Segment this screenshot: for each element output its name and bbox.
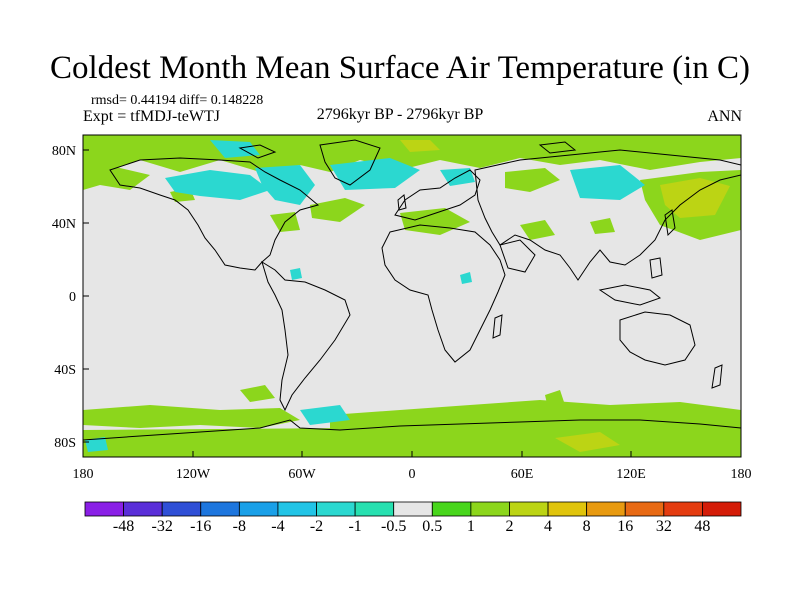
colorbar-label: -8	[232, 518, 247, 535]
colorbar-swatch	[354, 501, 395, 517]
colorbar-label: 48	[694, 518, 711, 535]
colorbar-swatch	[586, 501, 626, 517]
colorbar-swatch	[509, 501, 549, 517]
y-axis-ticks	[83, 149, 89, 443]
experiment-label: Expt = tfMDJ-teWTJ	[83, 108, 220, 125]
colorbar-label: -32	[151, 518, 173, 535]
colorbar-swatch	[161, 501, 202, 517]
colorbar-label: 2	[505, 518, 514, 535]
x-tick-label: 0	[409, 467, 416, 482]
colorbar-swatch	[277, 501, 317, 517]
colorbar-swatch	[663, 501, 703, 517]
y-tick-label: 40N	[52, 217, 76, 232]
y-tick-label: 0	[69, 290, 76, 305]
stats-label: rmsd= 0.44194 diff= 0.148228	[91, 93, 264, 108]
period-label: 2796kyr BP - 2796kyr BP	[316, 106, 484, 123]
x-axis-ticks	[82, 451, 742, 457]
colorbar-label: 4	[544, 518, 553, 535]
colorbar-label: 16	[617, 518, 634, 535]
map-title: Coldest Month Mean Surface Air Temperatu…	[50, 50, 750, 86]
season-label: ANN	[707, 108, 742, 125]
x-tick-label: 180	[73, 467, 94, 482]
colorbar-label: -48	[112, 518, 135, 535]
colorbar-label: 8	[582, 518, 591, 535]
colorbar-swatch	[431, 501, 472, 517]
y-tick-label: 40S	[54, 363, 76, 378]
colorbar-swatch	[316, 501, 356, 517]
cool-anomaly-patches	[85, 140, 645, 452]
colorbar-swatch	[393, 501, 433, 517]
colorbar-swatch	[702, 501, 742, 517]
colorbar-label: -16	[190, 518, 212, 535]
colorbar-swatch	[470, 501, 510, 517]
colorbar-label: -4	[271, 518, 285, 535]
x-tick-label: 60E	[511, 467, 534, 482]
colorbar-swatch	[547, 501, 588, 517]
x-tick-label: 120E	[616, 467, 646, 482]
x-tick-label: 120W	[176, 467, 211, 482]
colorbar-label: -1	[348, 518, 362, 535]
x-tick-label: 60W	[288, 467, 316, 482]
colorbar-swatch	[238, 501, 279, 517]
colorbar	[84, 501, 742, 517]
x-tick-label: 180	[731, 467, 752, 482]
colorbar-swatch	[84, 501, 124, 517]
colorbar-label: 1	[466, 518, 475, 535]
colorbar-label: 0.5	[422, 518, 443, 535]
colorbar-label: -2	[309, 518, 324, 535]
colorbar-swatch	[200, 501, 240, 517]
colorbar-swatch	[624, 501, 665, 517]
coastlines	[82, 139, 742, 441]
y-tick-label: 80N	[52, 144, 76, 159]
colorbar-label: 32	[655, 518, 672, 535]
y-tick-label: 80S	[54, 436, 76, 451]
colorbar-swatch	[123, 501, 163, 517]
colorbar-label: -0.5	[381, 518, 407, 535]
